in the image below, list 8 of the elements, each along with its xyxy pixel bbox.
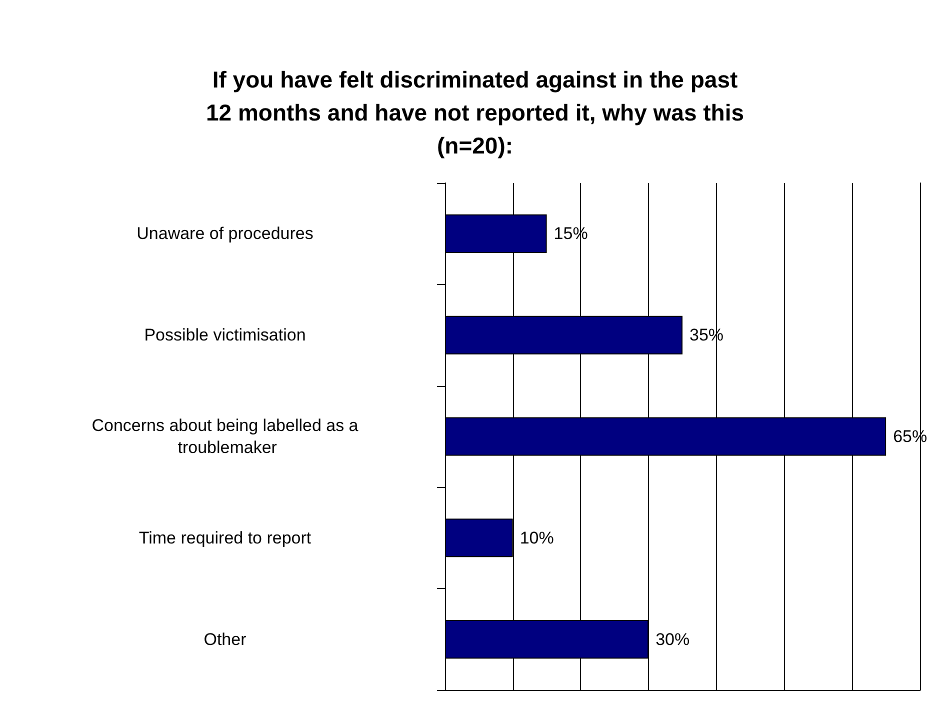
y-tick-label: Other [204,630,247,649]
data-label: 30% [656,630,690,649]
y-tick-label: Unaware of procedures [136,224,314,244]
chart-title: If you have felt discriminated against in the past 12 months and have not reported it, why was this (n=20): [206,66,744,158]
y-tick-label: Concerns about being labelled as a troublemaker [92,416,359,457]
y-tick-label: Time required to report [138,528,312,548]
y-tick-label: Possible victimisation [144,326,306,345]
data-label: 10% [520,528,554,548]
